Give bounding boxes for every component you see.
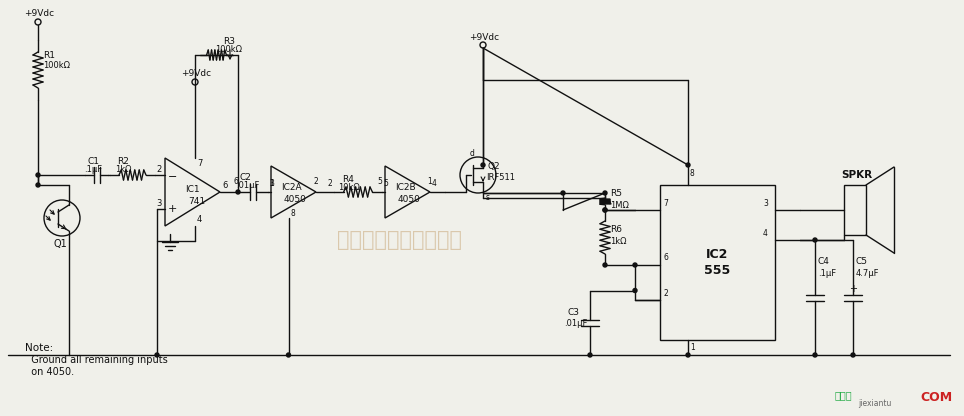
Text: 8: 8 <box>690 168 695 178</box>
Text: 4.7µF: 4.7µF <box>856 268 879 277</box>
Text: 5: 5 <box>383 178 388 188</box>
Text: R5: R5 <box>610 189 622 198</box>
Text: IC1: IC1 <box>185 186 200 195</box>
Text: 1: 1 <box>690 344 695 352</box>
Text: C1: C1 <box>88 156 100 166</box>
Text: R6: R6 <box>610 225 622 234</box>
Text: 1MΩ: 1MΩ <box>610 201 629 210</box>
Circle shape <box>36 173 40 177</box>
Text: R1: R1 <box>43 50 55 59</box>
Text: 3: 3 <box>156 200 161 208</box>
Text: Q1: Q1 <box>54 239 67 249</box>
Text: 接线图: 接线图 <box>835 390 852 400</box>
Circle shape <box>633 263 637 267</box>
Text: 3: 3 <box>763 198 768 208</box>
Circle shape <box>155 353 159 357</box>
Text: C3: C3 <box>568 308 580 317</box>
Text: +: + <box>168 204 177 214</box>
Text: 7: 7 <box>663 198 668 208</box>
Text: 2: 2 <box>328 178 333 188</box>
Text: 10kΩ: 10kΩ <box>338 183 360 191</box>
Circle shape <box>561 191 565 195</box>
Circle shape <box>236 190 240 194</box>
Circle shape <box>686 163 690 167</box>
Circle shape <box>36 183 40 187</box>
Text: IC2B: IC2B <box>395 183 416 193</box>
Circle shape <box>286 353 290 357</box>
Text: 6: 6 <box>663 253 668 262</box>
Text: 4: 4 <box>763 228 768 238</box>
Text: IC2A: IC2A <box>281 183 302 193</box>
Text: IRF511: IRF511 <box>486 173 515 181</box>
Text: R3: R3 <box>223 37 235 47</box>
Text: 4: 4 <box>432 178 437 188</box>
Circle shape <box>851 353 855 357</box>
Text: Note:: Note: <box>25 343 53 353</box>
Circle shape <box>588 353 592 357</box>
Text: R2: R2 <box>117 156 129 166</box>
Text: 4050: 4050 <box>283 195 307 203</box>
Text: 8: 8 <box>290 208 295 218</box>
Text: 2: 2 <box>156 166 161 174</box>
Text: IC2: IC2 <box>707 248 729 261</box>
Circle shape <box>481 163 485 167</box>
Text: SPKR: SPKR <box>841 170 872 180</box>
Text: +9Vdc: +9Vdc <box>469 32 499 42</box>
Text: R4: R4 <box>342 174 354 183</box>
Text: 7: 7 <box>197 159 202 168</box>
Text: s: s <box>486 193 490 201</box>
Text: jiexiantu: jiexiantu <box>858 399 892 408</box>
Text: COM: COM <box>920 391 952 404</box>
Text: 4050: 4050 <box>397 195 420 203</box>
Text: 100kΩ: 100kΩ <box>215 45 242 54</box>
Text: 1kΩ: 1kΩ <box>610 237 627 246</box>
Text: Q2: Q2 <box>488 163 500 171</box>
Circle shape <box>686 353 690 357</box>
Bar <box>844 185 866 235</box>
Text: +9Vdc: +9Vdc <box>181 69 211 79</box>
Circle shape <box>813 353 817 357</box>
Text: 555: 555 <box>705 264 731 277</box>
Circle shape <box>603 208 607 212</box>
Text: C2: C2 <box>240 173 252 183</box>
Text: .01µF: .01µF <box>236 181 259 191</box>
Text: 5: 5 <box>377 178 382 186</box>
Text: C5: C5 <box>856 258 868 267</box>
Text: 2: 2 <box>663 289 668 297</box>
Text: +9Vdc: +9Vdc <box>24 10 54 18</box>
Text: .1µF: .1µF <box>818 268 836 277</box>
Text: 2: 2 <box>313 178 318 186</box>
Text: d: d <box>470 149 475 158</box>
Text: 6: 6 <box>222 181 228 190</box>
Text: 杭州将睿科技有限公司: 杭州将睿科技有限公司 <box>337 230 463 250</box>
Text: 3: 3 <box>269 178 274 188</box>
Bar <box>660 185 775 340</box>
Text: C4: C4 <box>818 258 830 267</box>
Circle shape <box>603 263 607 267</box>
Text: .1µF: .1µF <box>84 164 102 173</box>
Text: −: − <box>168 172 177 182</box>
Text: 6: 6 <box>233 178 238 186</box>
Text: 1kΩ: 1kΩ <box>115 166 131 174</box>
Text: Ground all remaining inputs: Ground all remaining inputs <box>25 355 168 365</box>
Text: 1: 1 <box>269 178 274 188</box>
Circle shape <box>603 191 607 195</box>
Text: on 4050.: on 4050. <box>25 367 74 377</box>
Circle shape <box>603 208 607 212</box>
Circle shape <box>633 289 637 292</box>
Text: 1: 1 <box>427 178 432 186</box>
Text: 741: 741 <box>188 198 205 206</box>
Text: 100kΩ: 100kΩ <box>43 62 70 70</box>
Text: .01µF: .01µF <box>564 319 587 328</box>
Text: +: + <box>849 283 857 294</box>
Text: 4: 4 <box>197 215 202 225</box>
Circle shape <box>813 238 817 242</box>
